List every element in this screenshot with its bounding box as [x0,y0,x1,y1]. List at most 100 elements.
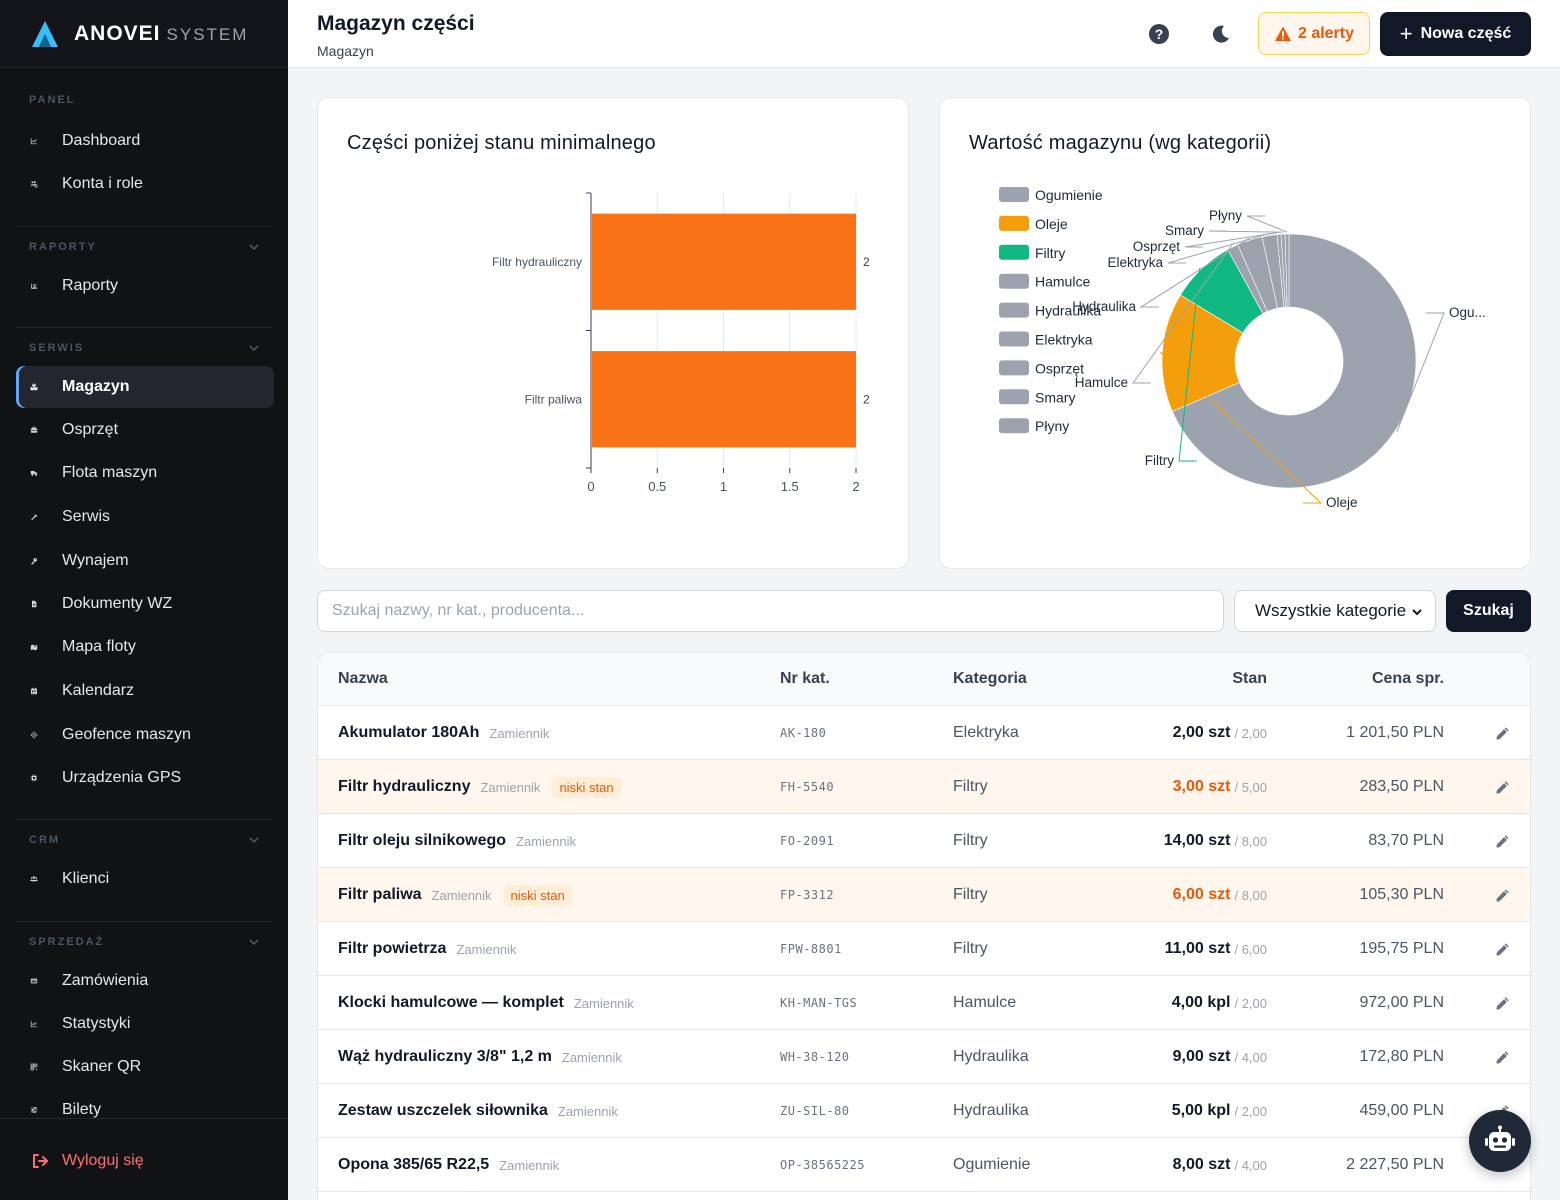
legend-label[interactable]: Smary [1035,389,1075,405]
sidebar-item-geofence-maszyn[interactable]: Geofence maszyn [16,714,274,756]
edit-button[interactable] [1495,760,1511,814]
sidebar-item-osprzęt[interactable]: Osprzęt [16,409,274,451]
column-header-name[interactable]: Nazwa [338,670,388,687]
part-name: Akumulator 180Ah [338,724,480,741]
stock-value-card-title: Wartość magazynu (wg kategorii) [969,132,1272,154]
search-button[interactable]: Szukaj [1446,590,1531,632]
column-header-stock[interactable]: Stan [1232,670,1267,687]
table-row[interactable]: Filtr oleju silnikowego Zamiennik FO-2091 F… [318,814,1530,868]
legend-label[interactable]: Osprzęt [1035,360,1084,376]
sidebar-item-dokumenty-wz[interactable]: Dokumenty WZ [16,583,274,625]
table-row[interactable]: Filtr hydrauliczny Zamiennik niski stan FH-… [318,760,1530,814]
pie-slice[interactable] [1284,233,1290,308]
column-header-cat-no[interactable]: Nr kat. [780,670,830,687]
brand[interactable]: ANOVEI SYSTEM [0,0,288,68]
sidebar-item-statystyki[interactable]: Statystyki [16,1003,274,1045]
table-row[interactable]: Filtr paliwa Zamiennik niski stan FP-3312 Fi… [318,868,1530,922]
nav-section-header-1[interactable]: RAPORTY [0,237,288,257]
edit-button[interactable] [1495,868,1511,922]
new-part-button[interactable]: + Nowa część [1380,12,1531,56]
sidebar-item-flota-maszyn[interactable]: Flota maszyn [16,452,274,494]
nav-section-header-2[interactable]: SERWIS [0,338,288,358]
sidebar-item-klienci[interactable]: Klienci [16,858,274,900]
edit-button[interactable] [1495,922,1511,976]
column-header-category[interactable]: Kategoria [953,670,1027,687]
sidebar-item-serwis[interactable]: Serwis [16,496,274,538]
legend-swatch[interactable] [999,302,1029,318]
nav-divider [16,921,272,922]
part-name-cell[interactable]: Filtr hydrauliczny Zamiennik niski stan [338,760,621,814]
sidebar-item-bilety[interactable]: Bilety [16,1089,274,1131]
part-name-cell[interactable]: Wąż hydrauliczny 3/8" 1,2 m Zamiennik [338,1030,622,1084]
search-input[interactable] [317,590,1224,632]
slice-leader-line [1184,231,1279,248]
column-header-price[interactable]: Cena spr. [1371,670,1444,687]
dark-mode-toggle-icon[interactable] [1210,23,1232,45]
edit-button[interactable] [1495,706,1511,760]
slice-leader-line [1167,233,1270,264]
table-row[interactable]: Filtr powietrza Zamiennik FPW-8801 Filtry 11… [318,922,1530,976]
pie-slice[interactable] [1172,233,1417,489]
part-name-cell[interactable]: Filtr paliwa Zamiennik niski stan [338,868,572,922]
nav-icon-wrapper [30,768,50,788]
edit-button[interactable] [1495,1030,1511,1084]
sidebar-item-zamówienia[interactable]: Zamówienia [16,960,274,1002]
legend-swatch[interactable] [999,273,1029,289]
legend-swatch[interactable] [999,418,1029,434]
legend-swatch[interactable] [999,244,1029,260]
table-row[interactable]: Klocki hamulcowe — komplet Zamiennik KH-MA… [318,976,1530,1030]
nav-section-title: CRM [29,834,61,846]
sidebar-item-mapa-floty[interactable]: Mapa floty [16,626,274,668]
sale-price: 1 201,50 PLN [1346,724,1444,741]
help-icon[interactable]: ? [1148,23,1170,45]
legend-swatch[interactable] [999,331,1029,347]
table-row[interactable]: Akumulator 180Ah Zamiennik AK-180 Elektryka… [318,706,1530,760]
breadcrumb[interactable]: Magazyn [317,43,374,59]
part-type-tag: Zamiennik [431,887,492,903]
legend-label[interactable]: Elektryka [1035,332,1093,348]
legend-label[interactable]: Oleje [1035,216,1068,232]
sidebar-item-urządzenia-gps[interactable]: Urządzenia GPS [16,757,274,799]
logout-button[interactable]: Wyloguj się [30,1151,144,1171]
alerts-button[interactable]: 2 alerty [1258,12,1370,55]
slice-label: Oleje [1326,495,1358,510]
table-row[interactable]: Wąż hydrauliczny 3/8" 1,2 m Zamiennik WH-3… [318,1030,1530,1084]
sidebar-item-wynajem[interactable]: Wynajem [16,540,274,582]
part-name-cell[interactable]: Akumulator 180Ah Zamiennik [338,706,549,760]
legend-swatch[interactable] [999,389,1029,405]
sidebar-item-kalendarz[interactable]: Kalendarz [16,670,274,712]
legend-swatch[interactable] [999,360,1029,376]
sidebar-item-konta-i-role[interactable]: Konta i role [16,163,274,205]
part-name-cell[interactable]: Filtr powietrza Zamiennik [338,922,516,976]
table-row[interactable]: Zestaw uszczelek siłownika Zamiennik ZU-SI… [318,1084,1530,1138]
slice-label: Hydraulika [1072,299,1136,314]
wrench-icon [31,514,38,521]
edit-button[interactable] [1495,976,1511,1030]
sidebar-item-raporty[interactable]: Raporty [16,265,274,307]
table-row[interactable]: Opona 385/65 R22,5 Zamiennik OP-38565225 Og… [318,1138,1530,1192]
sidebar-item-dashboard[interactable]: Dashboard [16,120,274,162]
assistant-button[interactable] [1469,1110,1531,1172]
sidebar-item-skaner-qr[interactable]: Skaner QR [16,1046,274,1088]
catalog-number: KH-MAN-TGS [780,996,858,1010]
legend-label[interactable]: Hydraulika [1035,303,1101,319]
bar[interactable] [592,351,856,448]
legend-label[interactable]: Ogumienie [1035,187,1103,203]
part-name-cell[interactable]: Filtr oleju silnikowego Zamiennik [338,814,576,868]
legend-label[interactable]: Płyny [1035,418,1069,434]
legend-label[interactable]: Hamulce [1035,274,1090,290]
nav-section-header-4[interactable]: SPRZEDAŻ [0,932,288,952]
nav-icon-wrapper [30,1014,50,1034]
bar[interactable] [592,213,856,310]
edit-button[interactable] [1495,814,1511,868]
legend-label[interactable]: Filtry [1035,245,1065,261]
legend-swatch[interactable] [999,187,1029,202]
part-name: Klocki hamulcowe — komplet [338,994,564,1011]
part-name-cell[interactable]: Klocki hamulcowe — komplet Zamiennik [338,976,634,1030]
category-select[interactable]: Wszystkie kategorie [1234,590,1436,632]
part-name-cell[interactable]: Zestaw uszczelek siłownika Zamiennik [338,1084,618,1138]
part-name-cell[interactable]: Opona 385/65 R22,5 Zamiennik [338,1138,559,1192]
sidebar-item-magazyn[interactable]: Magazyn [16,366,274,408]
legend-swatch[interactable] [999,215,1029,231]
nav-section-header-3[interactable]: CRM [0,830,288,850]
